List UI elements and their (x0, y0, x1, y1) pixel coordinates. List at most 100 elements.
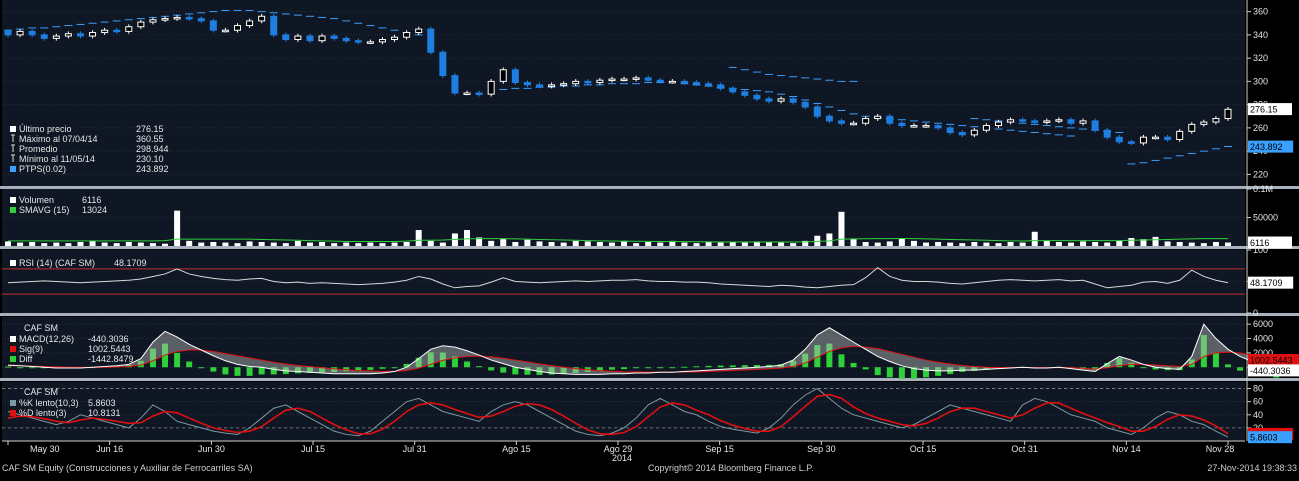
diff-bar (693, 366, 700, 368)
legend-label: Volumen (19, 195, 54, 205)
legend-label: MACD(12,26) (19, 334, 74, 344)
candle-body (862, 118, 870, 124)
diff-bar (379, 367, 386, 369)
volume-bar (137, 242, 144, 246)
diff-bar (29, 367, 36, 369)
candle-body (644, 77, 652, 81)
diff-bar (186, 361, 193, 368)
diff-bar (1152, 367, 1159, 370)
candle-body (294, 35, 302, 41)
volume-bar (210, 242, 217, 246)
candle-body (403, 32, 411, 38)
candle-body (560, 83, 568, 86)
candle-body (16, 30, 24, 36)
volume-bar (174, 210, 181, 246)
volume-bar (1152, 236, 1159, 246)
candle-body (1103, 129, 1111, 138)
candle-body (499, 69, 507, 82)
volume-bar (1128, 238, 1135, 246)
candle-body (1091, 120, 1099, 131)
diff-bar (729, 365, 736, 368)
volume-bar (294, 240, 301, 246)
volume-bar (1067, 242, 1074, 246)
legend-label: PTPS(0.02) (19, 164, 66, 174)
diff-bar (1188, 359, 1195, 368)
candle-body (741, 91, 749, 96)
candle-body (149, 19, 157, 23)
volume-bar (464, 230, 471, 246)
volume-bar (1188, 242, 1195, 246)
legend-value: 298.944 (136, 144, 169, 154)
volume-bar (1092, 242, 1099, 246)
candle-body (1079, 120, 1087, 124)
volume-bar (476, 237, 483, 246)
volume-bar (584, 241, 591, 246)
diff-bar (705, 365, 712, 368)
diff-bar (391, 367, 398, 369)
volume-bar (343, 242, 350, 246)
volume-bar (1019, 242, 1026, 246)
volume-bar (125, 242, 132, 246)
diff-bar (608, 367, 615, 370)
volume-bar (1176, 242, 1183, 246)
candle-body (680, 80, 688, 84)
volume-bar (560, 242, 567, 246)
legend-icon (10, 410, 16, 416)
volume-bar (113, 243, 120, 246)
diff-bar (802, 353, 809, 368)
volume-bar (971, 242, 978, 246)
macd-line (7, 323, 1277, 375)
candle-body (850, 122, 858, 126)
legend-label: SMAVG (15) (19, 205, 69, 215)
candle-body (52, 35, 60, 39)
candle-body (717, 84, 725, 89)
d-line (7, 393, 1229, 436)
diff-bar (294, 367, 301, 374)
volume-bar (935, 242, 942, 246)
candle-body (113, 29, 121, 33)
macd-value-label: -440.3036 (1250, 366, 1291, 376)
candle-body (813, 106, 821, 117)
volume-bar (186, 240, 193, 246)
candle-body (209, 20, 217, 31)
volume-bar (403, 242, 410, 246)
candle-body (1115, 136, 1123, 143)
volume-bar (995, 243, 1002, 246)
diff-bar (415, 357, 422, 368)
legend-label: Diff (19, 354, 33, 364)
legend-label: %K lento(10,3) (19, 398, 79, 408)
footer-right: 27-Nov-2014 19:38:33 (1207, 463, 1297, 473)
volume-bar (1164, 241, 1171, 246)
y-tick-label: 0.1M (1253, 184, 1273, 194)
panel-background (2, 0, 1245, 186)
legend-label: Promedio (19, 144, 58, 154)
volume-bar (1116, 240, 1123, 246)
volume-bar (427, 240, 434, 246)
candle-body (632, 77, 640, 80)
candle-body (910, 125, 918, 128)
diff-bar (959, 367, 966, 372)
diff-bar (838, 354, 845, 368)
volume-bar (959, 243, 966, 246)
legend-value: 6116 (82, 195, 101, 205)
volume-bar (838, 211, 845, 246)
volume-bar (488, 240, 495, 246)
footer-left: CAF SM Equity (Construcciones y Auxiliar… (2, 463, 253, 473)
candle-body (4, 30, 12, 36)
candle-body (197, 18, 205, 22)
volume-bar (657, 242, 664, 246)
diff-bar (1140, 367, 1147, 369)
candle-body (1200, 121, 1208, 125)
x-tick-label: Jun 30 (198, 444, 225, 454)
x-tick-label: Oct 31 (1011, 444, 1038, 454)
diff-bar (621, 367, 628, 370)
volume-bar (246, 241, 253, 246)
diff-bar (451, 356, 458, 368)
legend-value: 10.8131 (88, 408, 121, 418)
legend-value: 243.892 (136, 164, 169, 174)
volume-bar (1225, 242, 1231, 246)
candle-body (342, 37, 350, 42)
volume-bar (1031, 231, 1038, 246)
candle-body (64, 33, 72, 37)
x-tick-label: Sep 15 (705, 444, 734, 454)
